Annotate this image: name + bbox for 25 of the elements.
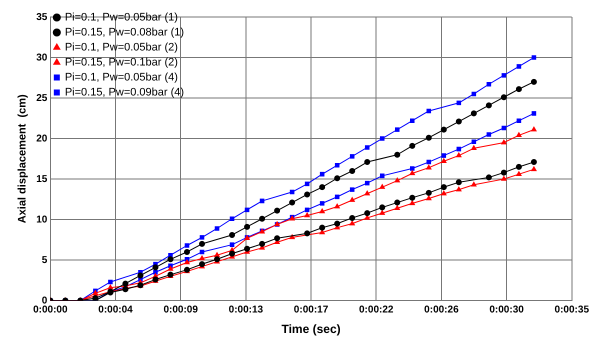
x-tick-label: 0:00:35: [554, 304, 590, 316]
x-axis-title: Time (sec): [281, 322, 341, 336]
x-tick-label: 0:00:26: [424, 304, 460, 316]
y-tick-label: 35: [36, 12, 48, 23]
legend-label: Pi=0.15, Pw=0.09bar (4): [64, 86, 184, 99]
y-tick-label: 15: [36, 174, 48, 185]
y-tick-label: 20: [36, 133, 48, 144]
x-tick-label: 0:00:00: [33, 304, 68, 316]
y-tick-label: 0: [42, 295, 48, 306]
x-tick-label: 0:00:30: [489, 304, 524, 316]
legend-label: Pi=0.15, Pw=0.08bar (1): [64, 26, 184, 39]
legend-label: Pi=0.1, Pw=0.05bar (1): [64, 12, 178, 24]
x-tick-label: 0:00:04: [98, 304, 134, 316]
y-tick-label: 25: [36, 92, 48, 104]
y-tick-label: 10: [36, 214, 48, 226]
y-axis-title: Axial displacement (cm): [16, 94, 29, 224]
y-tick-label: 5: [42, 254, 48, 266]
x-tick-label: 0:00:22: [358, 304, 394, 316]
x-tick-label: 0:00:09: [163, 304, 198, 316]
y-tick-label: 30: [36, 52, 48, 64]
x-tick-label: 0:00:13: [228, 304, 264, 316]
legend-label: Pi=0.1, Pw=0.05bar (2): [64, 42, 178, 54]
legend-label: Pi=0.1, Pw=0.05bar (4): [64, 72, 178, 84]
x-tick-label: 0:00:17: [294, 304, 329, 316]
legend-label: Pi=0.15, Pw=0.1bar (2): [64, 56, 178, 69]
